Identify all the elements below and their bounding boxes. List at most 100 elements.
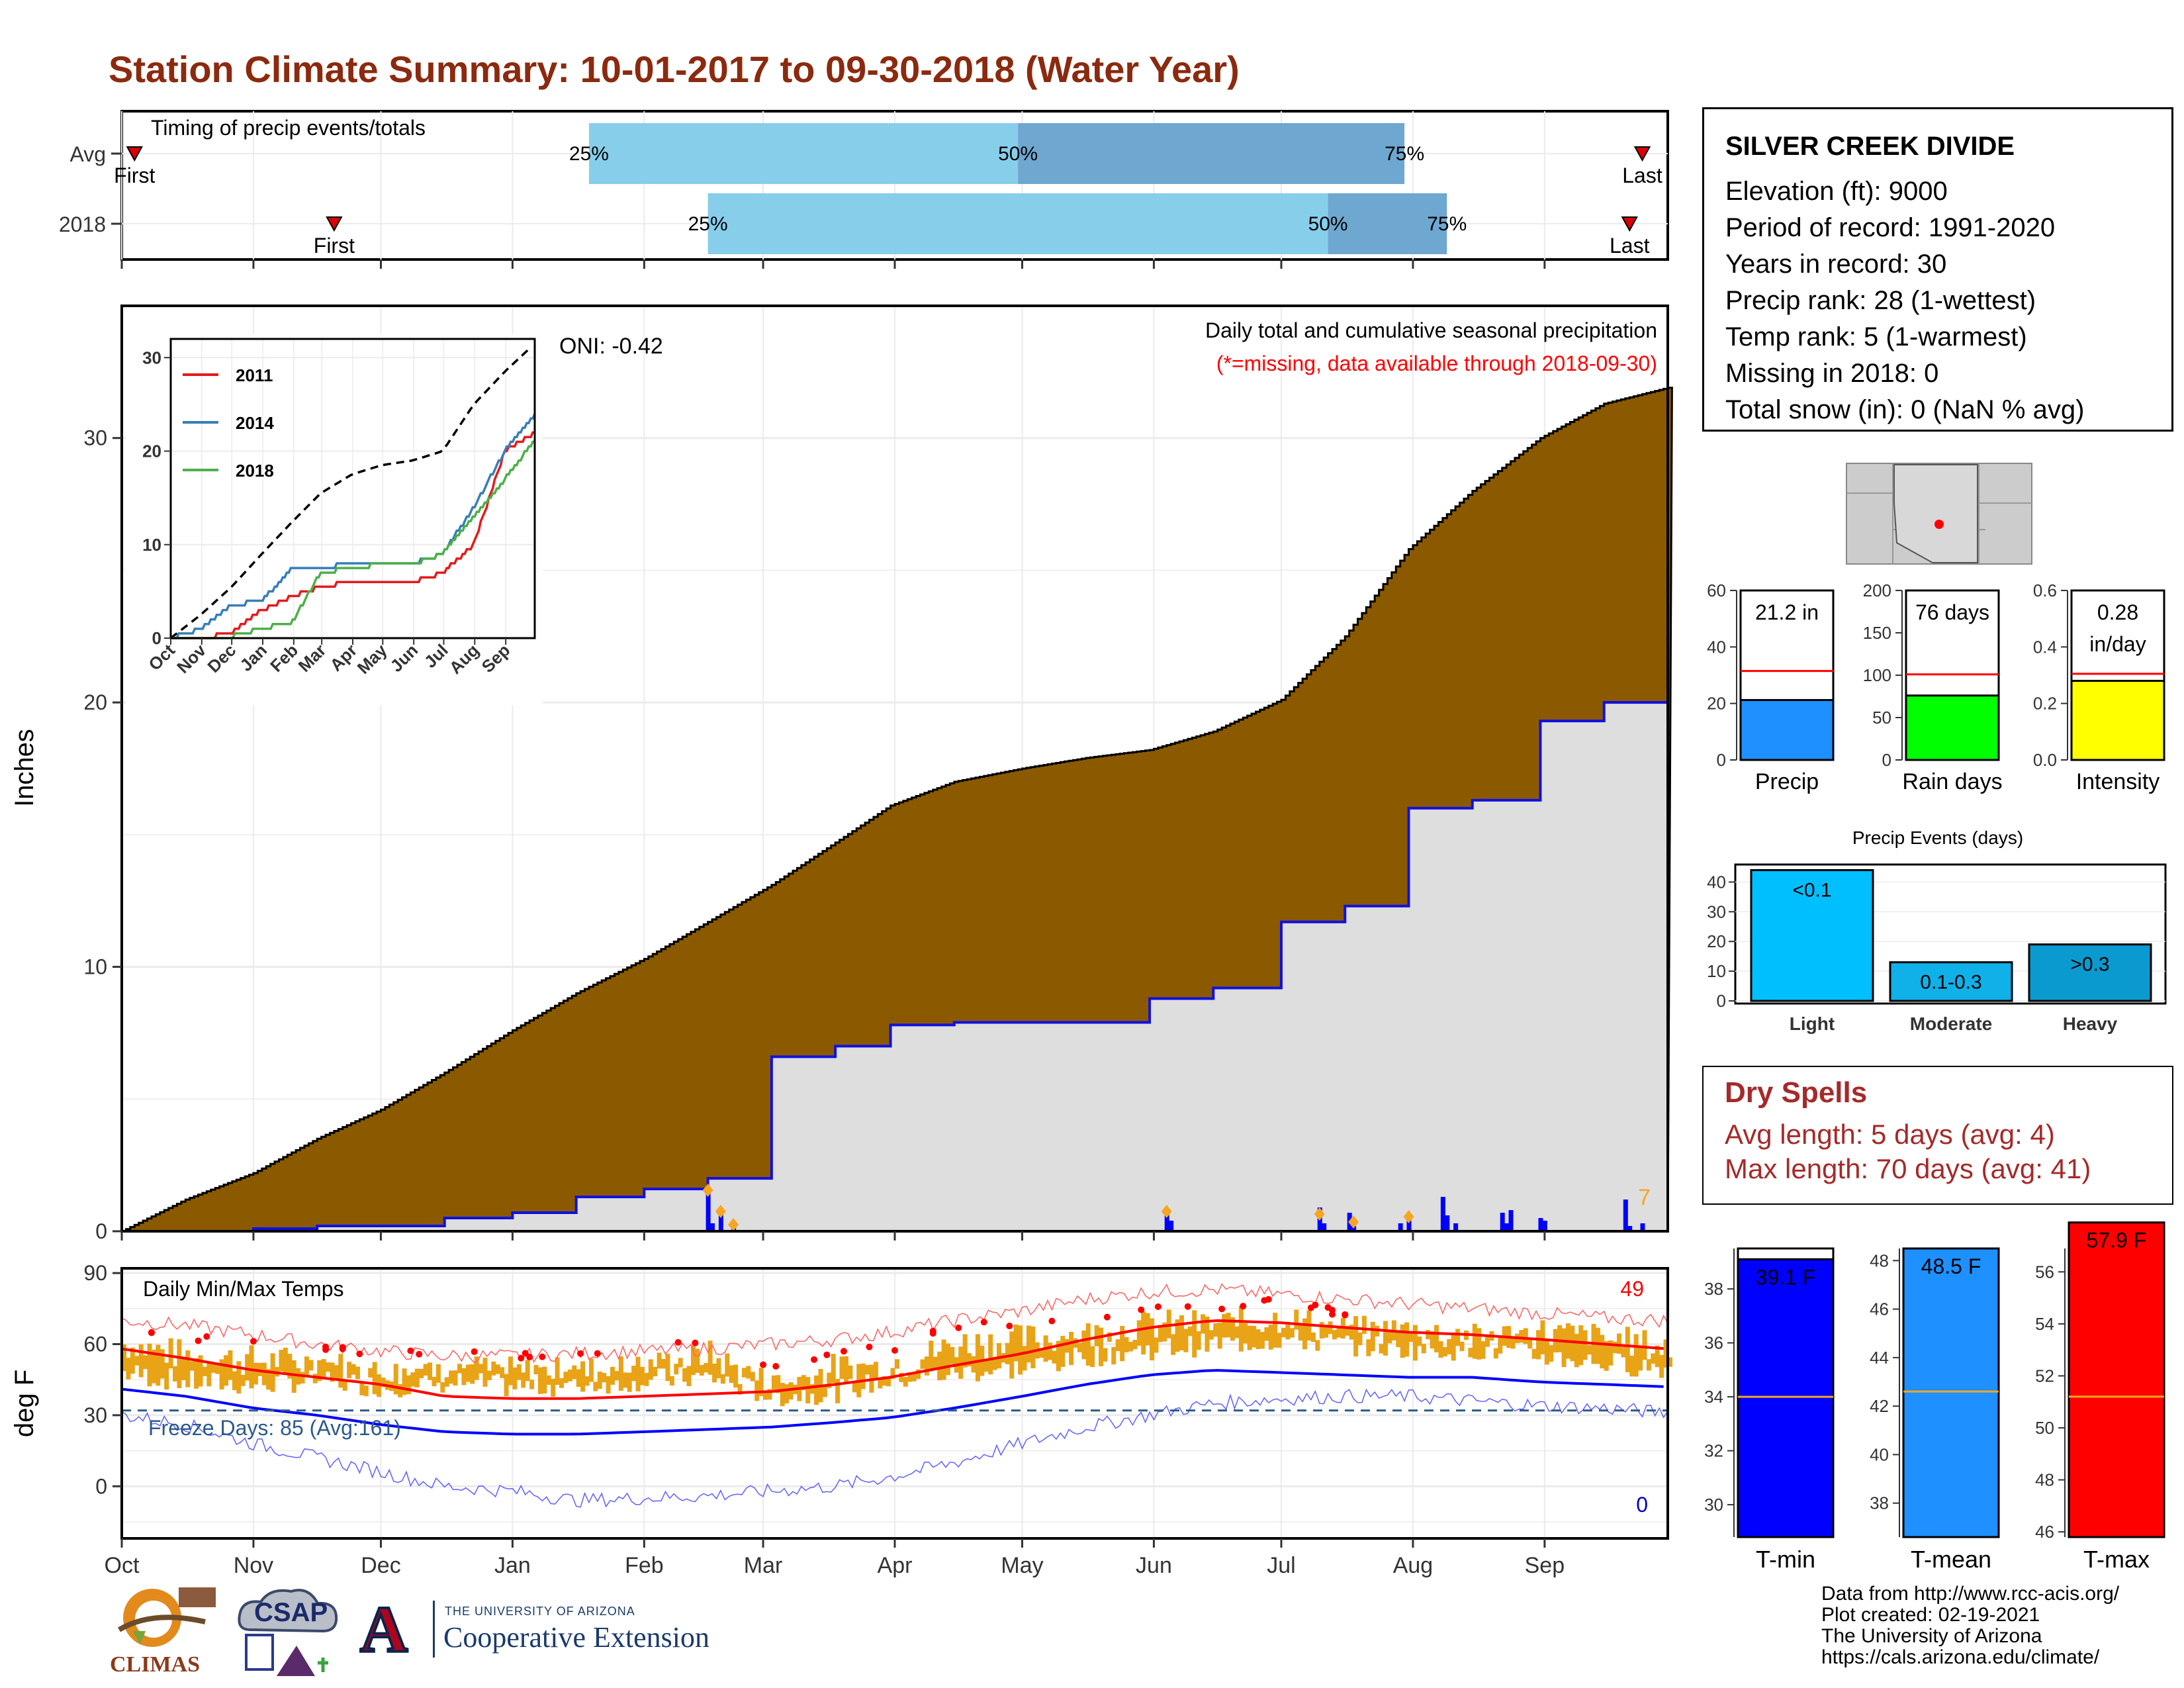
record-high-marker [1329, 1311, 1336, 1318]
daily-temp-range-bar [720, 1374, 725, 1384]
station-period: Period of record: 1991-2020 [1725, 213, 2056, 242]
timing-first-marker [326, 216, 343, 232]
daily-temp-range-bar [134, 1356, 140, 1366]
record-high-marker [760, 1361, 767, 1368]
summary-bar-tick-label: 0 [1882, 750, 1891, 770]
daily-temp-range-bar [1442, 1346, 1447, 1357]
climas-logo-icon [117, 1587, 216, 1647]
daily-temp-range-bar [1187, 1326, 1193, 1336]
precip-subtitle: Daily total and cumulative seasonal prec… [1205, 318, 1657, 342]
daily-temp-range-bar [1128, 1342, 1133, 1352]
daily-temp-range-bar [563, 1372, 569, 1383]
daily-temp-range-bar [886, 1376, 891, 1387]
ua-letter: A [359, 1591, 409, 1667]
summary-bar-tick-label: 100 [1863, 665, 1891, 685]
month-axis-label: Sep [1525, 1553, 1565, 1578]
timing-q25-label: 25% [688, 213, 728, 235]
daily-temp-range-bar [805, 1377, 811, 1404]
temp-summary-tick-label: 42 [1870, 1396, 1889, 1416]
daily-temp-range-bar [712, 1363, 717, 1383]
big-event-marker [702, 1184, 713, 1197]
daily-temp-range-bar [1094, 1325, 1099, 1346]
month-axis-label: Dec [361, 1553, 400, 1578]
daily-precip-bar [1542, 1221, 1547, 1231]
daily-precip-bar [1627, 1226, 1633, 1231]
daily-temp-range-bar [941, 1339, 946, 1380]
daily-temp-range-bar [194, 1358, 199, 1389]
daily-temp-range-bar [831, 1354, 836, 1383]
timing-row-label: Avg [69, 142, 106, 166]
daily-temp-range-bar [1005, 1342, 1010, 1364]
daily-temp-range-bar [1430, 1331, 1435, 1349]
month-axis-label: Nov [234, 1553, 273, 1578]
daily-temp-range-bar [784, 1384, 790, 1404]
daily-temp-range-bar [1255, 1329, 1261, 1349]
record-high-marker [518, 1354, 525, 1362]
station-years: Years in record: 30 [1725, 250, 1947, 279]
timing-q50-label: 50% [998, 143, 1038, 165]
daily-precip-bar [1453, 1223, 1459, 1231]
daily-temp-range-bar [899, 1372, 904, 1383]
station-info-box: SILVER CREEK DIVIDE Elevation (ft): 9000… [1702, 107, 2173, 432]
temp-summary-tick-label: 36 [1704, 1333, 1723, 1353]
daily-temp-range-bar [1480, 1341, 1486, 1359]
daily-temp-range-bar [1544, 1339, 1549, 1365]
summary-bar-value-label: 21.2 in [1755, 600, 1819, 624]
ua-divider [433, 1601, 435, 1658]
daily-temp-range-bar [920, 1359, 925, 1369]
daily-temp-range-bar [1519, 1330, 1524, 1343]
daily-precip-bar [1504, 1223, 1510, 1231]
daily-precip-bar [710, 1223, 715, 1231]
temp-summary-tick-label: 48 [1870, 1250, 1889, 1270]
daily-temp-range-bar [1205, 1316, 1210, 1352]
daily-temp-range-bar [1150, 1318, 1155, 1361]
daily-temp-range-bar [428, 1362, 433, 1380]
big-event-marker [1161, 1205, 1172, 1219]
precip-events-category: Light [1790, 1013, 1835, 1034]
daily-temp-range-bar [1099, 1327, 1104, 1366]
record-high-marker [823, 1351, 831, 1358]
daily-temp-range-bar [1361, 1315, 1367, 1335]
inset-y-tick-label: 0 [152, 628, 161, 648]
daily-temp-range-bar [317, 1360, 322, 1382]
dry-spells-box: Dry Spells Avg length: 5 days (avg: 4) M… [1702, 1066, 2173, 1205]
month-axis-label: Oct [105, 1553, 140, 1578]
daily-temp-range-bar [1085, 1323, 1091, 1366]
daily-temp-range-bar [355, 1366, 360, 1380]
big-event-count: 7 [1638, 1185, 1651, 1210]
footer-data-source: Data from http://www.rcc-acis.org/ [1821, 1583, 2120, 1605]
daily-temp-range-bar [767, 1389, 772, 1400]
daily-temp-range-bar [164, 1362, 169, 1390]
daily-temp-range-bar [1183, 1329, 1189, 1352]
dry-spells-max-length: Max length: 70 days (avg: 41) [1725, 1153, 2091, 1184]
daily-temp-range-bar [156, 1344, 161, 1386]
temp-summary-tick-label: 32 [1704, 1441, 1723, 1461]
daily-temp-range-bar [1468, 1348, 1473, 1358]
daily-temp-range-bar [937, 1351, 942, 1381]
daily-temp-range-bar [1217, 1323, 1222, 1349]
temp-y-tick-label: 0 [95, 1474, 107, 1498]
daily-temp-range-bar [602, 1373, 607, 1383]
daily-temp-range-bar [1332, 1330, 1338, 1340]
daily-temp-range-bar [159, 1349, 165, 1379]
record-high-marker [929, 1327, 936, 1335]
month-axis-label: Jan [494, 1553, 531, 1578]
precip-events-bar-light [1750, 868, 1874, 1002]
temp-summary-tick-label: 34 [1704, 1387, 1723, 1407]
temp-summary-tick-label: 44 [1870, 1348, 1889, 1368]
record-high-marker [250, 1338, 257, 1345]
daily-temp-range-bar [500, 1367, 505, 1378]
daily-temp-range-bar [1179, 1315, 1184, 1351]
daily-temp-range-bar [741, 1368, 747, 1378]
daily-temp-range-bar [555, 1357, 560, 1385]
daily-temp-range-bar [249, 1345, 254, 1389]
daily-temp-range-bar [1281, 1327, 1286, 1338]
record-high-marker [1342, 1311, 1349, 1318]
daily-temp-range-bar [1022, 1346, 1027, 1371]
daily-temp-range-bar [1103, 1348, 1108, 1362]
summary-bar-precip [1739, 699, 1835, 761]
daily-precip-bar [1445, 1215, 1450, 1231]
daily-temp-range-bar [304, 1356, 309, 1376]
daily-temp-range-bar [1412, 1325, 1418, 1361]
timing-q75-label: 75% [1427, 213, 1467, 235]
